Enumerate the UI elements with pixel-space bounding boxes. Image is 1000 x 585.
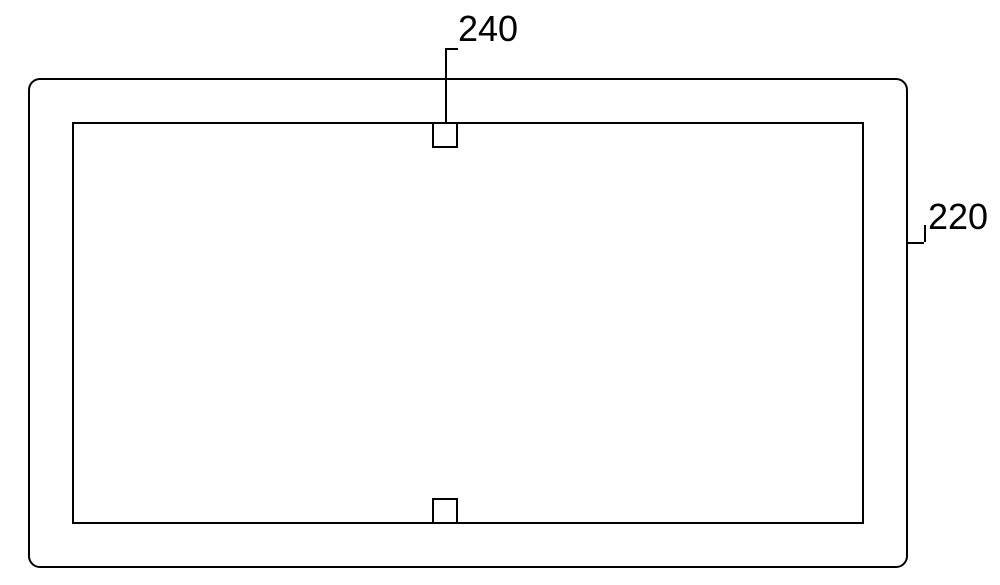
label-240: 240 — [458, 8, 518, 50]
top-small-square — [432, 122, 458, 148]
leader-240-vertical — [445, 48, 447, 122]
leader-220-vertical — [924, 225, 926, 242]
leader-240-horizontal — [445, 48, 458, 50]
inner-rectangle — [72, 122, 864, 524]
leader-220-horizontal — [908, 242, 924, 244]
bottom-small-square — [432, 498, 458, 524]
technical-diagram: 240 220 — [0, 0, 1000, 585]
label-220: 220 — [928, 196, 988, 238]
